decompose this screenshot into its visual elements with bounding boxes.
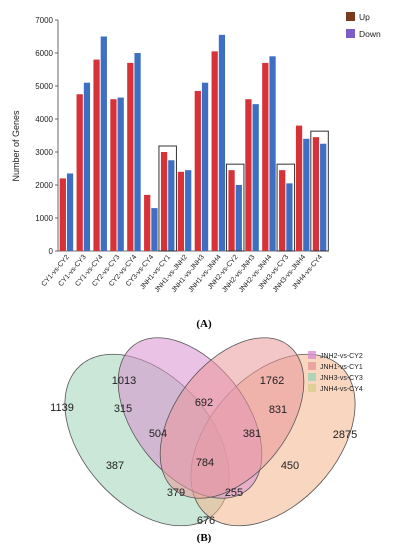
bar-up [144, 194, 151, 251]
y-tick-label: 1000 [35, 214, 53, 223]
bar-up [279, 170, 286, 251]
bar-up [295, 125, 303, 251]
bar-down [303, 138, 310, 251]
bar-up [76, 94, 83, 251]
bar-down [235, 185, 242, 251]
bar-down [201, 82, 209, 251]
bar-up [312, 137, 320, 251]
y-tick-label: 2000 [35, 181, 53, 190]
bar-up [110, 99, 117, 251]
y-tick-label: 7000 [35, 16, 53, 25]
bar-down [100, 36, 107, 251]
bar-down [134, 53, 141, 251]
legend-label: Up [359, 12, 370, 22]
venn-legend-label: JNH3-vs-CY3 [320, 375, 363, 382]
venn-region-count: 381 [243, 428, 261, 440]
venn-region-labels: 1013 1762 1139 2875 315 692 831 504 381 784 387 450… [50, 375, 357, 527]
bar-up [228, 170, 235, 251]
bar-up [127, 62, 134, 252]
highlight-box [225, 163, 245, 252]
y-tick-label: 4000 [35, 115, 53, 124]
legend-swatch [346, 12, 355, 21]
legend-swatch [346, 29, 355, 38]
bar-down [286, 183, 293, 251]
venn-legend-swatch [308, 373, 316, 381]
highlight-box [276, 163, 296, 252]
bar-up [59, 178, 66, 251]
bar-up [262, 62, 269, 252]
bar-down [252, 104, 259, 252]
x-tick-labels: CY1-vs-CY2CY1-vs-CY3CY1-vs-CY4CY2-vs-CY3… [41, 254, 325, 294]
bar-down [66, 173, 74, 251]
bar-down [218, 34, 226, 251]
y-tick-label: 5000 [35, 82, 53, 91]
venn-region-count: 831 [269, 404, 287, 416]
y-tick-label: 0 [49, 247, 54, 256]
highlight-box [310, 130, 329, 252]
venn-ellipse [159, 337, 305, 499]
bar-up [93, 59, 100, 251]
venn-legend-swatch [308, 384, 316, 392]
y-tick-label: 6000 [35, 49, 53, 58]
highlight-boxes [158, 130, 329, 252]
highlight-box [158, 145, 177, 252]
venn-region-count: 450 [281, 460, 299, 472]
bar-down [185, 170, 192, 251]
venn-region-count: 676 [197, 515, 215, 527]
bar-down [320, 143, 327, 251]
bar-up [177, 171, 185, 251]
bar-up [194, 90, 201, 251]
bar-chart: 0 1000 2000 3000 4000 5000 6000 7000 Number of … [11, 12, 381, 330]
y-axis-label: Number of Genes [11, 110, 21, 182]
bar-down [269, 56, 276, 251]
bar-up [245, 99, 252, 251]
venn-region-count: 1013 [112, 375, 136, 387]
bar-up [211, 51, 218, 251]
venn-diagram: 1013 1762 1139 2875 315 692 831 504 381 784 387 450… [50, 337, 363, 544]
panel-label-b: (B) [197, 532, 212, 544]
panel-label-a: (A) [196, 318, 212, 330]
venn-legend-label: JNH1-vs-CY1 [320, 364, 363, 371]
legend-label: Down [359, 29, 381, 39]
venn-region-count: 504 [149, 428, 167, 440]
venn-region-count: 692 [195, 397, 213, 409]
bar-up [160, 152, 168, 251]
bar-down [151, 208, 158, 251]
y-tick-label: 3000 [35, 148, 53, 157]
venn-region-count: 1762 [260, 375, 284, 387]
venn-legend-label: JNH4-vs-CY4 [320, 386, 363, 393]
bar-down [168, 160, 175, 251]
venn-legend-label: JNH2-vs-CY2 [320, 353, 363, 360]
venn-region-count: 387 [106, 460, 124, 472]
venn-region-count: 1139 [50, 402, 74, 414]
venn-legend: JNH2-vs-CY2 JNH1-vs-CY1 JNH3-vs-CY3 JNH4-vs… [308, 351, 363, 393]
venn-ellipses [64, 337, 356, 527]
venn-region-count: 255 [225, 487, 243, 499]
venn-legend-swatch [308, 362, 316, 370]
venn-region-count: 379 [167, 487, 185, 499]
venn-region-count: 2875 [333, 429, 357, 441]
bar-down [83, 82, 91, 251]
bars [59, 34, 327, 252]
bar-down [117, 97, 124, 251]
venn-region-count: 315 [114, 403, 132, 415]
legend: Up Down [346, 12, 381, 39]
venn-region-count: 784 [196, 457, 214, 469]
venn-legend-swatch [308, 351, 316, 359]
